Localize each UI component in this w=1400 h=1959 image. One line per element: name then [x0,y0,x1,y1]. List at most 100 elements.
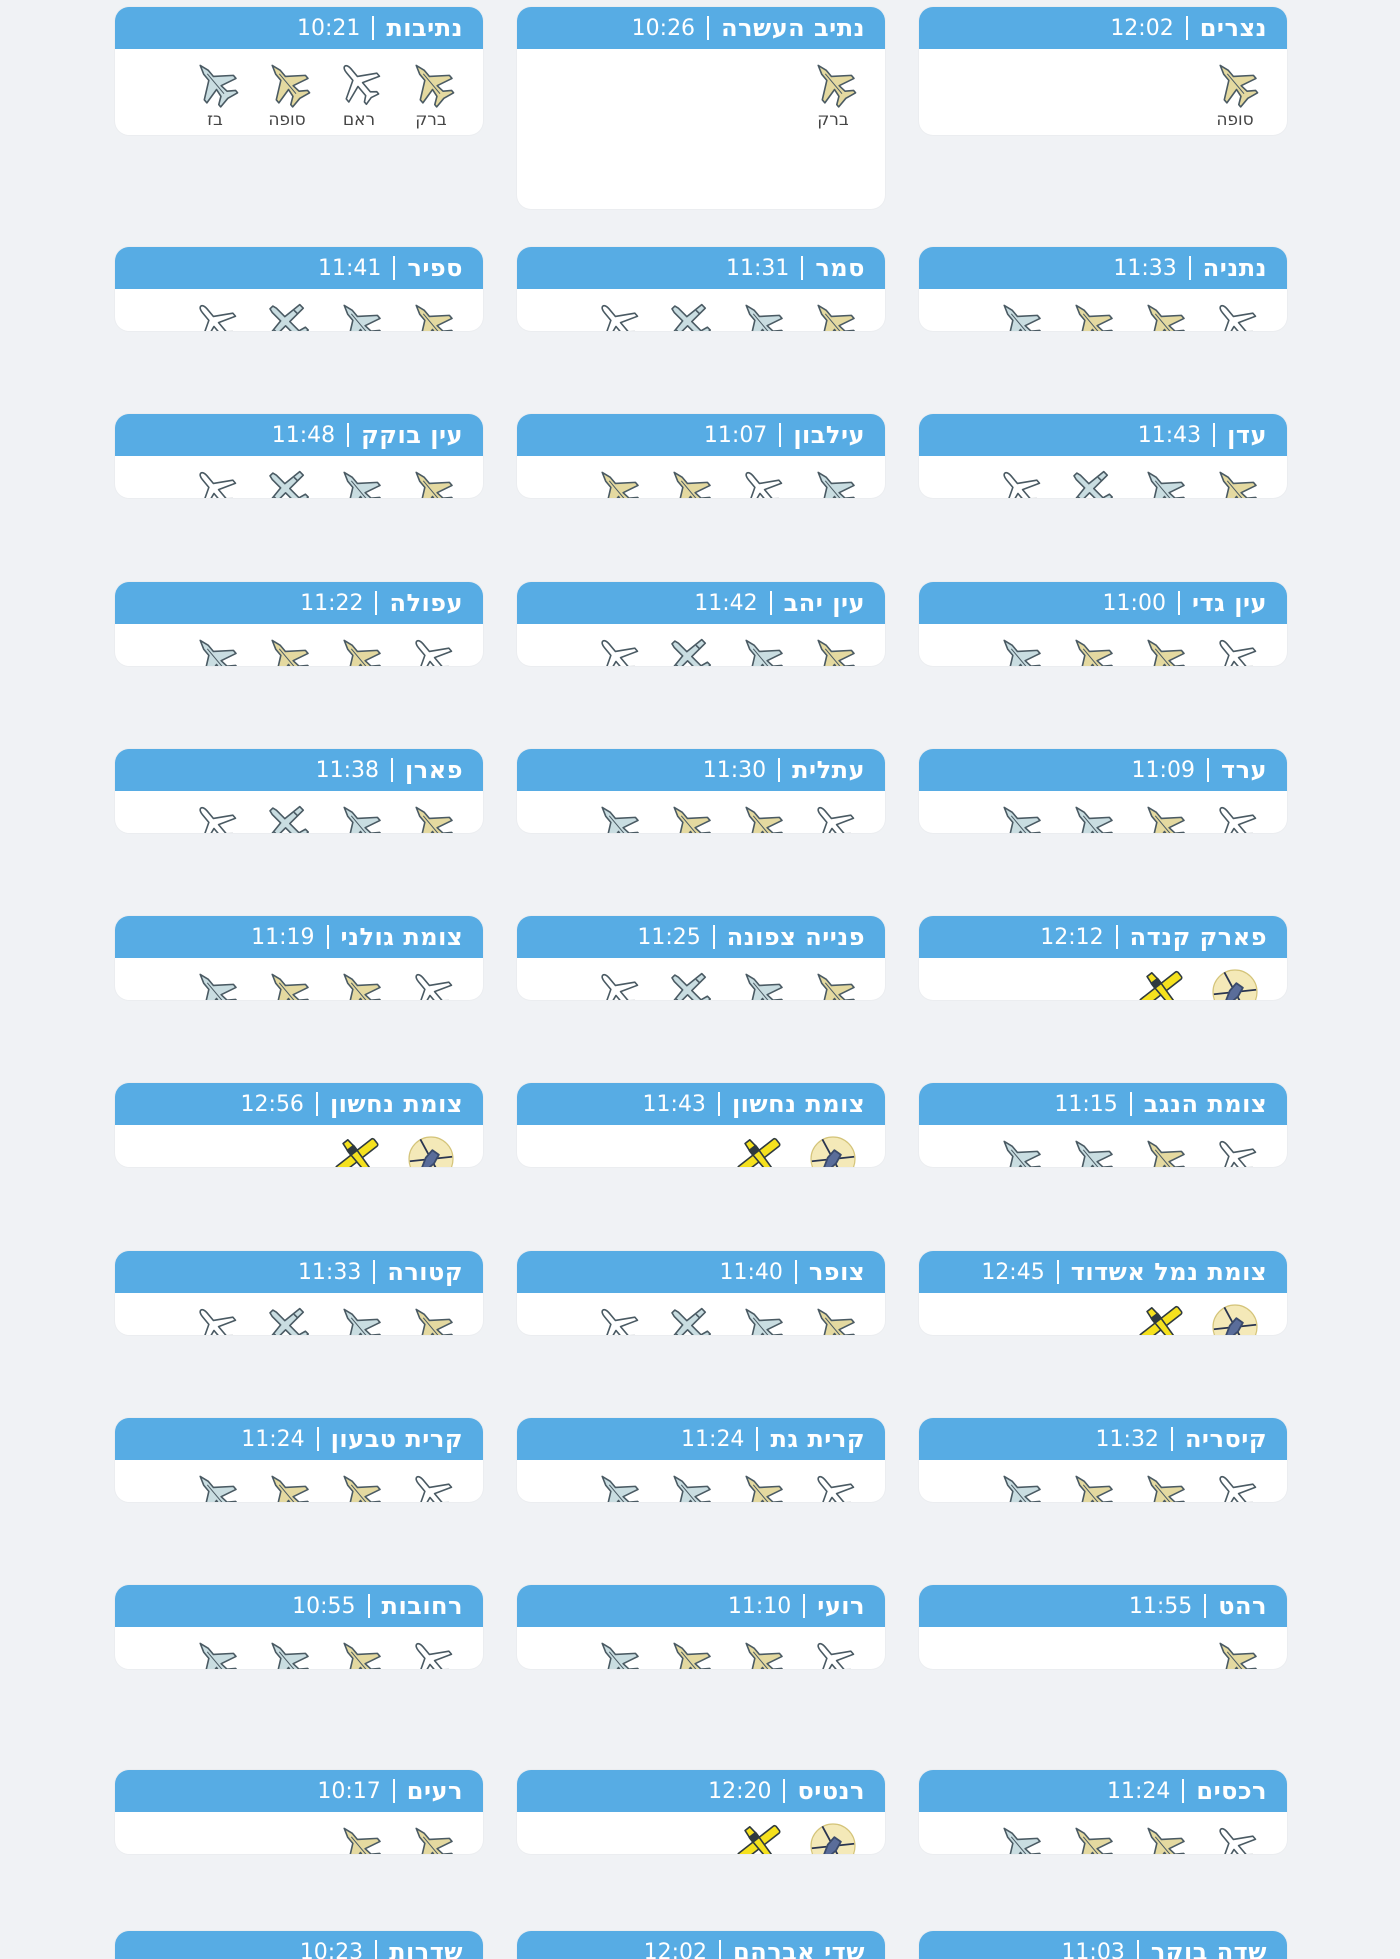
aircraft-item[interactable]: סופה [725,1468,797,1502]
location-card[interactable]: קטורה 11:33 סופה לביא שמשון נחשון [115,1251,483,1335]
aircraft-item[interactable]: ראם [797,1635,869,1669]
aircraft-item[interactable]: ברק [1055,297,1127,331]
aircraft-item[interactable]: שמשון [251,297,323,331]
aircraft-item[interactable]: ראם [1199,1820,1271,1854]
location-card[interactable]: צומת גולני 11:19 ראם סופה ברק אדיר [115,916,483,1000]
aircraft-item[interactable]: אדיר [179,966,251,1000]
aircraft-item[interactable]: שמשון [251,464,323,498]
aircraft-item[interactable]: ברק [251,1468,323,1502]
aircraft-item[interactable]: אייירטרקטור [725,1820,797,1854]
aircraft-item[interactable]: אדיר [983,297,1055,331]
aircraft-item[interactable]: ראם [1199,1468,1271,1502]
location-card[interactable]: נצרים 12:02 סופה [919,7,1287,135]
aircraft-item[interactable]: ברק [1055,1820,1127,1854]
aircraft-item[interactable]: נחשון [983,464,1055,498]
location-card[interactable]: עפולה 11:22 ראם סופה ברק אדיר [115,582,483,666]
aircraft-item[interactable]: שמשון [653,966,725,1000]
aircraft-item[interactable]: נחשון [179,799,251,833]
aircraft-item[interactable]: סופה [323,966,395,1000]
aircraft-item[interactable]: ראם [1199,297,1271,331]
aircraft-item[interactable]: נחשון [581,632,653,666]
aircraft-item[interactable]: סופה [395,1301,467,1335]
aircraft-item[interactable]: אדיר [581,799,653,833]
location-card[interactable]: עין גדי 11:00 ראם סופה ברק אדיר [919,582,1287,666]
aircraft-item[interactable]: ברק [1055,1468,1127,1502]
aircraft-item[interactable]: אדיר [179,1635,251,1669]
aircraft-item[interactable]: לביא [323,464,395,498]
aircraft-item[interactable]: אדיר [983,632,1055,666]
aircraft-item[interactable]: ראם [395,1468,467,1502]
aircraft-item[interactable]: אייירטרקטור [725,1133,797,1167]
aircraft-item[interactable]: ברק [251,632,323,666]
aircraft-item[interactable]: ברק [653,1635,725,1669]
aircraft-item[interactable]: שמשון [653,297,725,331]
aircraft-item[interactable]: סופה [797,966,869,1000]
location-card[interactable]: שדי אברהם 12:02 [517,1931,885,1959]
aircraft-item[interactable]: לביא [323,297,395,331]
aircraft-item[interactable]: לביא [725,1301,797,1335]
aircraft-item[interactable]: סופה [1127,297,1199,331]
location-card[interactable]: צומת הנגב 11:15 ראם סופה בז אדיר [919,1083,1287,1167]
location-card[interactable]: רועי 11:10 ראם סופה ברק אדיר [517,1585,885,1669]
aircraft-item[interactable]: אדיר [797,464,869,498]
aircraft-item[interactable]: לביא [725,632,797,666]
aircraft-item[interactable]: דוכיפת [395,1133,467,1167]
location-card[interactable]: נתניה 11:33 ראם סופה ברק אדיר [919,247,1287,331]
aircraft-item[interactable]: סופה [323,1820,395,1854]
aircraft-item[interactable]: לביא [725,966,797,1000]
aircraft-item[interactable]: שמשון [1055,464,1127,498]
aircraft-item[interactable]: שמשון [251,1301,323,1335]
aircraft-item[interactable]: סופה [323,1468,395,1502]
location-card[interactable]: פארק קנדה 12:12 דוכיפת אייירטרקטור [919,916,1287,1000]
location-card[interactable]: צומת נמל אשדוד 12:45 דוכיפת אייירטרקטור [919,1251,1287,1335]
location-card[interactable]: רכסים 11:24 ראם סופה ברק אדיר [919,1770,1287,1854]
aircraft-item[interactable]: אדיר [581,1635,653,1669]
aircraft-item[interactable]: בז [1055,1133,1127,1167]
location-card[interactable]: קרית טבעון 11:24 ראם סופה ברק אדיר [115,1418,483,1502]
aircraft-item[interactable]: בז [1055,799,1127,833]
aircraft-item[interactable]: נחשון [179,464,251,498]
location-card[interactable]: רהט 11:55 סופה [919,1585,1287,1669]
aircraft-item[interactable]: אייירטרקטור [1127,1301,1199,1335]
aircraft-item[interactable]: ראם [1199,799,1271,833]
aircraft-item[interactable]: שמשון [251,799,323,833]
aircraft-item[interactable]: סופה [1199,57,1271,130]
aircraft-item[interactable]: סופה [395,464,467,498]
aircraft-item[interactable]: אדיר [983,1468,1055,1502]
aircraft-item[interactable]: סופה [725,799,797,833]
location-card[interactable]: צומת נחשון 12:56 דוכיפת אייירטרקטור [115,1083,483,1167]
aircraft-item[interactable]: אדיר [179,632,251,666]
aircraft-item[interactable]: נחשון [179,1301,251,1335]
aircraft-item[interactable]: ברק [797,57,869,130]
location-card[interactable]: פנייה צפונה 11:25 סופה לביא שמשון נחשון [517,916,885,1000]
aircraft-item[interactable]: סופה [1199,464,1271,498]
aircraft-item[interactable]: אייירטרקטור [1127,966,1199,1000]
aircraft-item[interactable]: ברק [653,799,725,833]
aircraft-item[interactable]: שמשון [653,1301,725,1335]
aircraft-item[interactable]: סופה [1127,799,1199,833]
aircraft-item[interactable]: לביא [1127,464,1199,498]
aircraft-item[interactable]: ראם [797,799,869,833]
aircraft-item[interactable]: ברק [581,464,653,498]
aircraft-item[interactable]: אדיר [983,799,1055,833]
location-card[interactable]: קרית גת 11:24 ראם סופה בז אדיר [517,1418,885,1502]
location-card[interactable]: נתיב העשרה 10:26 ברק [517,7,885,209]
location-card[interactable]: ערד 11:09 ראם סופה בז אדיר [919,749,1287,833]
aircraft-item[interactable]: בז [653,1468,725,1502]
aircraft-item[interactable]: סופה [323,632,395,666]
location-card[interactable]: עתלית 11:30 ראם סופה ברק אדיר [517,749,885,833]
aircraft-item[interactable]: אדיר [983,1133,1055,1167]
aircraft-item[interactable]: נחשון [581,966,653,1000]
aircraft-item[interactable]: ראם [395,632,467,666]
aircraft-item[interactable]: ראם [725,464,797,498]
aircraft-item[interactable]: סופה [1127,632,1199,666]
aircraft-item[interactable]: סופה [395,799,467,833]
location-card[interactable]: ספיר 11:41 סופה לביא שמשון נחשון [115,247,483,331]
aircraft-item[interactable]: דוכיפת [1199,1301,1271,1335]
location-card[interactable]: רעים 10:17 ברק סופה [115,1770,483,1854]
aircraft-item[interactable]: סופה [251,57,323,130]
location-card[interactable]: רנטיס 12:20 דוכיפת אייירטרקטור [517,1770,885,1854]
aircraft-item[interactable]: ברק [1055,632,1127,666]
aircraft-item[interactable]: סופה [653,464,725,498]
location-card[interactable]: שדה בוקר 11:03 [919,1931,1287,1959]
